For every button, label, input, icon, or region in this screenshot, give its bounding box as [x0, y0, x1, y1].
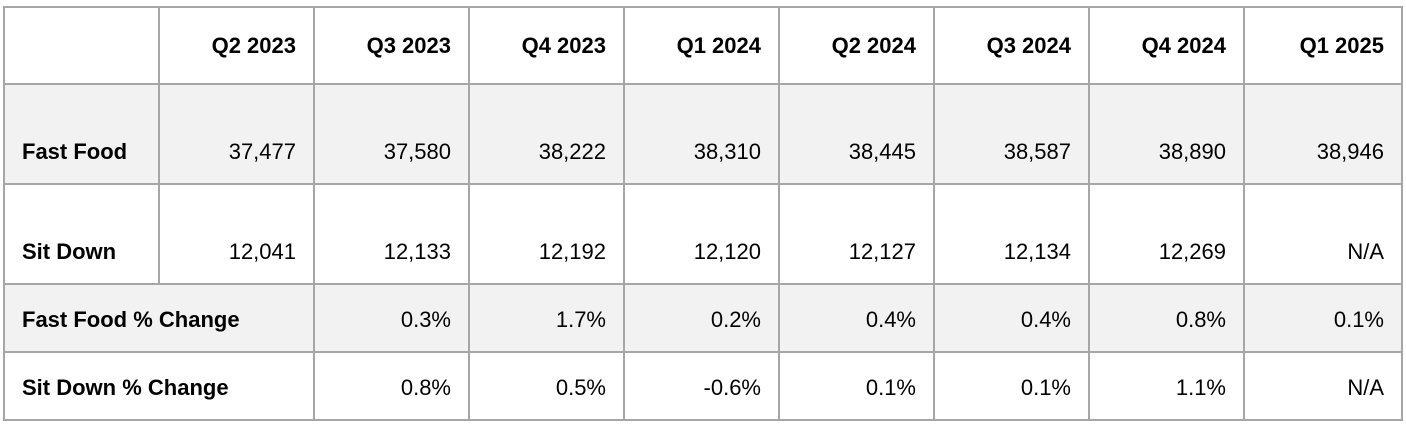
- row-label: Sit Down: [3, 183, 160, 285]
- column-header: Q1 2024: [623, 6, 780, 85]
- table-cell: 12,134: [933, 183, 1090, 285]
- table-cell: 12,127: [778, 183, 935, 285]
- table-cell: N/A: [1243, 351, 1403, 421]
- row-label: Fast Food % Change: [3, 283, 315, 353]
- row-label: Sit Down % Change: [3, 351, 315, 421]
- table-cell: 0.8%: [313, 351, 470, 421]
- table-cell: 0.4%: [933, 283, 1090, 353]
- table-cell: 12,192: [468, 183, 625, 285]
- table-cell: 38,587: [933, 83, 1090, 185]
- table-cell: 37,580: [313, 83, 470, 185]
- table-row-sit-down-change: Sit Down % Change 0.8% 0.5% -0.6% 0.1% 0…: [3, 351, 1403, 421]
- table-cell: 0.1%: [1243, 283, 1403, 353]
- table-cell: 12,269: [1088, 183, 1245, 285]
- table-cell: 12,120: [623, 183, 780, 285]
- header-row: Q2 2023 Q3 2023 Q4 2023 Q1 2024 Q2 2024 …: [3, 6, 1403, 85]
- column-header: Q4 2023: [468, 6, 625, 85]
- table-cell: 0.1%: [933, 351, 1090, 421]
- table-cell: N/A: [1243, 183, 1403, 285]
- column-header: Q3 2024: [933, 6, 1090, 85]
- table-cell: 0.5%: [468, 351, 625, 421]
- header-corner-cell: [3, 6, 160, 85]
- table-cell: 38,946: [1243, 83, 1403, 185]
- table-cell: 37,477: [158, 83, 315, 185]
- table-cell: 0.8%: [1088, 283, 1245, 353]
- table-cell: 0.4%: [778, 283, 935, 353]
- row-label: Fast Food: [3, 83, 160, 185]
- column-header: Q2 2024: [778, 6, 935, 85]
- table-cell: 38,890: [1088, 83, 1245, 185]
- table-cell: 38,222: [468, 83, 625, 185]
- column-header: Q2 2023: [158, 6, 315, 85]
- table-cell: 12,041: [158, 183, 315, 285]
- table-cell: 1.7%: [468, 283, 625, 353]
- table-cell: 38,310: [623, 83, 780, 185]
- column-header: Q1 2025: [1243, 6, 1403, 85]
- table-cell: 1.1%: [1088, 351, 1245, 421]
- table-cell: 0.3%: [313, 283, 470, 353]
- table-cell: 0.2%: [623, 283, 780, 353]
- table-cell: 12,133: [313, 183, 470, 285]
- table-row-fast-food-change: Fast Food % Change 0.3% 1.7% 0.2% 0.4% 0…: [3, 283, 1403, 353]
- column-header: Q4 2024: [1088, 6, 1245, 85]
- data-table: Q2 2023 Q3 2023 Q4 2023 Q1 2024 Q2 2024 …: [3, 6, 1403, 421]
- table-cell: 38,445: [778, 83, 935, 185]
- table-cell: 0.1%: [778, 351, 935, 421]
- column-header: Q3 2023: [313, 6, 470, 85]
- table-row-fast-food: Fast Food 37,477 37,580 38,222 38,310 38…: [3, 83, 1403, 185]
- table-cell: -0.6%: [623, 351, 780, 421]
- table-row-sit-down: Sit Down 12,041 12,133 12,192 12,120 12,…: [3, 183, 1403, 285]
